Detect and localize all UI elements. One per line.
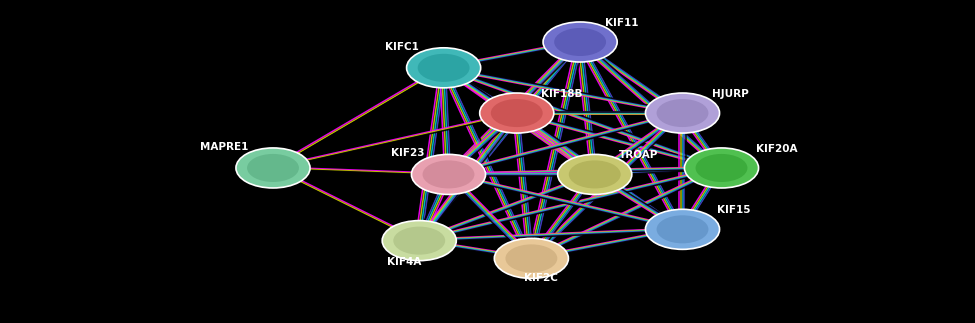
Ellipse shape [393,227,446,255]
Ellipse shape [490,99,543,127]
Ellipse shape [645,93,720,133]
Ellipse shape [656,99,709,127]
Text: KIF4A: KIF4A [387,257,422,266]
Text: KIF18B: KIF18B [541,89,583,99]
Text: KIF20A: KIF20A [756,144,798,153]
Ellipse shape [494,238,568,278]
Text: KIF15: KIF15 [717,205,750,215]
Ellipse shape [422,161,475,188]
Ellipse shape [656,215,709,243]
Ellipse shape [554,28,606,56]
Ellipse shape [695,154,748,182]
Text: MAPRE1: MAPRE1 [200,142,249,152]
Ellipse shape [684,148,759,188]
Ellipse shape [407,48,481,88]
Ellipse shape [417,54,470,82]
Text: KIF2C: KIF2C [525,273,558,283]
Ellipse shape [480,93,554,133]
Ellipse shape [505,245,558,272]
Ellipse shape [236,148,310,188]
Ellipse shape [645,209,720,249]
Text: HJURP: HJURP [712,89,749,99]
Ellipse shape [568,161,621,188]
Text: KIF11: KIF11 [604,18,638,27]
Ellipse shape [411,154,486,194]
Ellipse shape [543,22,617,62]
Ellipse shape [247,154,299,182]
Ellipse shape [382,221,456,261]
Text: TROAP: TROAP [619,150,658,160]
Text: KIF23: KIF23 [391,149,424,158]
Text: KIFC1: KIFC1 [385,42,419,52]
Ellipse shape [558,154,632,194]
